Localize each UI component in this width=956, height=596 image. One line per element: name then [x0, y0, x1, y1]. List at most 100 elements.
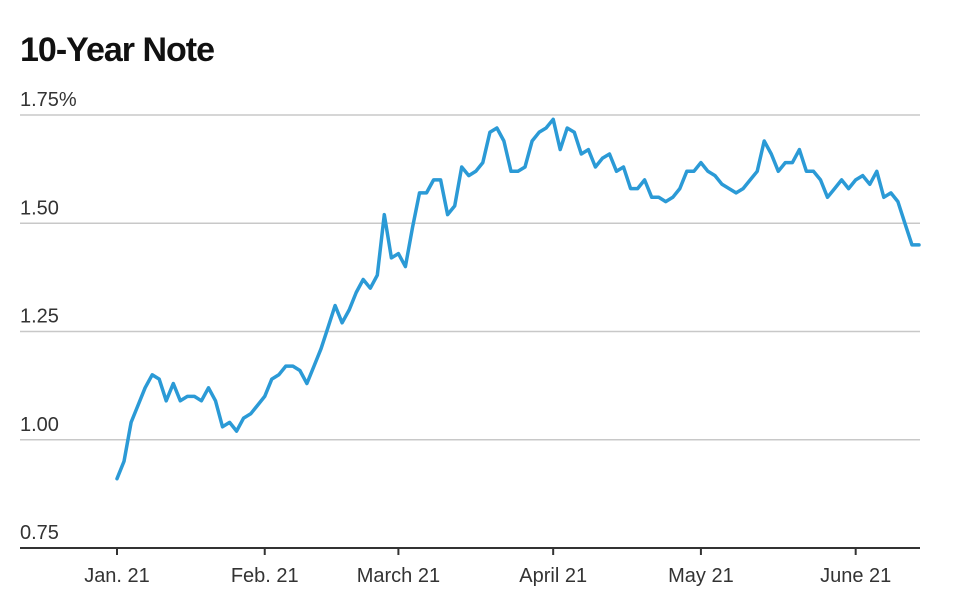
data-point — [397, 252, 400, 255]
data-point — [805, 170, 808, 173]
data-point — [369, 287, 372, 290]
data-point — [784, 161, 787, 164]
data-point — [763, 140, 766, 143]
data-point — [826, 196, 829, 199]
data-point — [650, 196, 653, 199]
data-point — [305, 382, 308, 385]
data-point — [678, 187, 681, 190]
data-point — [277, 373, 280, 376]
data-point — [699, 161, 702, 164]
data-point — [390, 256, 393, 259]
data-point — [671, 196, 674, 199]
x-tick-label: March 21 — [357, 565, 440, 587]
chart-title: 10-Year Note — [20, 31, 215, 69]
data-point — [896, 200, 899, 203]
x-tick-label: Jan. 21 — [84, 565, 150, 587]
data-point — [481, 161, 484, 164]
y-tick-label: 1.50 — [20, 197, 59, 219]
data-point — [657, 196, 660, 199]
data-point — [158, 378, 161, 381]
data-point — [425, 191, 428, 194]
data-point — [706, 170, 709, 173]
data-point — [531, 140, 534, 143]
data-point — [298, 369, 301, 372]
data-point — [235, 430, 238, 433]
data-point — [756, 170, 759, 173]
data-point — [664, 200, 667, 203]
data-point — [270, 378, 273, 381]
data-point — [495, 127, 498, 130]
data-point — [418, 191, 421, 194]
data-point — [868, 183, 871, 186]
y-tick-label: 1.00 — [20, 414, 59, 436]
data-point — [517, 170, 520, 173]
x-axis: Jan. 21 Feb. 21 March 21 April 21 May 21 June… — [20, 547, 920, 587]
y-tick-label: 1.25 — [20, 306, 59, 328]
data-point — [735, 191, 738, 194]
data-point — [383, 213, 386, 216]
data-point — [200, 399, 203, 402]
data-point — [165, 399, 168, 402]
grid-layer — [20, 114, 920, 441]
data-point — [123, 460, 126, 463]
data-point — [327, 326, 330, 329]
data-point — [214, 399, 217, 402]
y-tick-label: 0.75 — [20, 522, 59, 544]
data-point — [714, 174, 717, 177]
data-point — [882, 196, 885, 199]
data-point — [446, 213, 449, 216]
data-point — [636, 187, 639, 190]
data-point — [524, 166, 527, 169]
data-point — [812, 170, 815, 173]
data-point — [622, 166, 625, 169]
data-point — [889, 191, 892, 194]
data-point — [144, 386, 147, 389]
data-point — [334, 304, 337, 307]
data-point — [770, 153, 773, 156]
data-point — [179, 399, 182, 402]
data-point — [411, 226, 414, 229]
data-point — [313, 365, 316, 368]
data-point — [362, 278, 365, 281]
data-point — [432, 178, 435, 181]
data-point — [777, 170, 780, 173]
data-point — [918, 243, 921, 246]
data-point — [228, 421, 231, 424]
x-tick-label: April 21 — [519, 565, 587, 587]
data-point — [854, 178, 857, 181]
data-point — [552, 118, 555, 121]
data-point — [249, 412, 252, 415]
data-point — [263, 395, 266, 398]
data-point — [474, 170, 477, 173]
data-point — [798, 148, 801, 151]
y-tick-label: 1.75% — [20, 89, 77, 111]
data-point — [721, 183, 724, 186]
data-point — [538, 131, 541, 134]
data-point — [376, 274, 379, 277]
data-point — [911, 243, 914, 246]
data-point — [291, 365, 294, 368]
data-point — [502, 140, 505, 143]
data-point — [580, 153, 583, 156]
x-tick-label: Feb. 21 — [231, 565, 299, 587]
data-point — [221, 425, 224, 428]
data-point — [460, 166, 463, 169]
data-point — [742, 187, 745, 190]
data-point — [137, 404, 140, 407]
data-point — [615, 170, 618, 173]
data-point — [587, 148, 590, 151]
series-line — [115, 117, 921, 481]
data-point — [341, 321, 344, 324]
x-tick-label: May 21 — [668, 565, 734, 587]
data-point — [833, 187, 836, 190]
data-point — [510, 170, 513, 173]
data-point — [840, 178, 843, 181]
data-point — [130, 421, 133, 424]
data-point — [749, 178, 752, 181]
data-point — [116, 477, 119, 480]
data-point — [791, 161, 794, 164]
data-point — [601, 157, 604, 160]
y-axis-labels: 1.75% 1.50 1.25 1.00 0.75 — [20, 89, 77, 544]
data-point — [819, 178, 822, 181]
